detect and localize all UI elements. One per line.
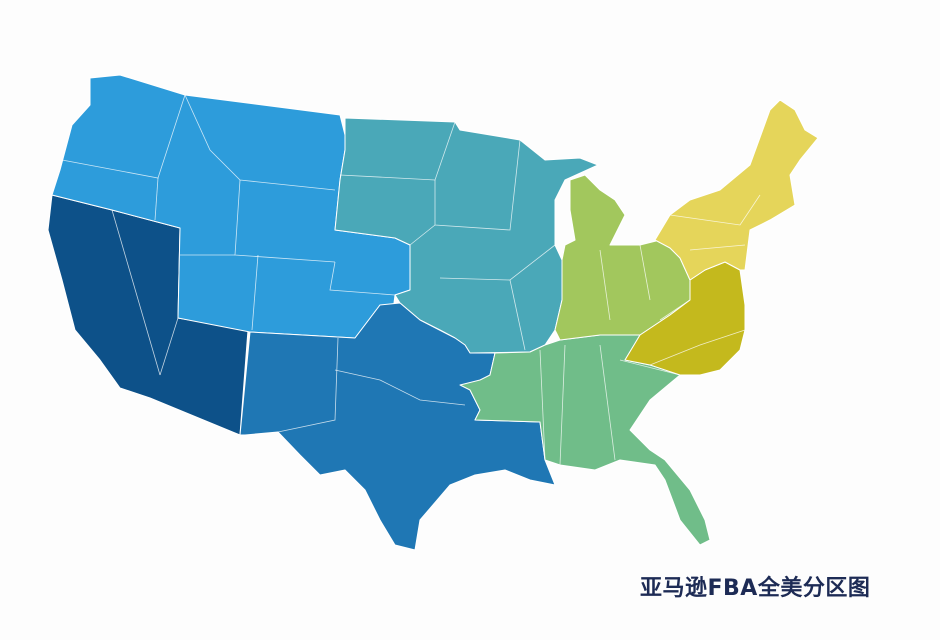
region-south-central [239,302,556,551]
map-title: 亚马逊FBA全美分区图 [640,576,871,601]
region-northeast [654,99,819,281]
state-borders [61,94,761,466]
